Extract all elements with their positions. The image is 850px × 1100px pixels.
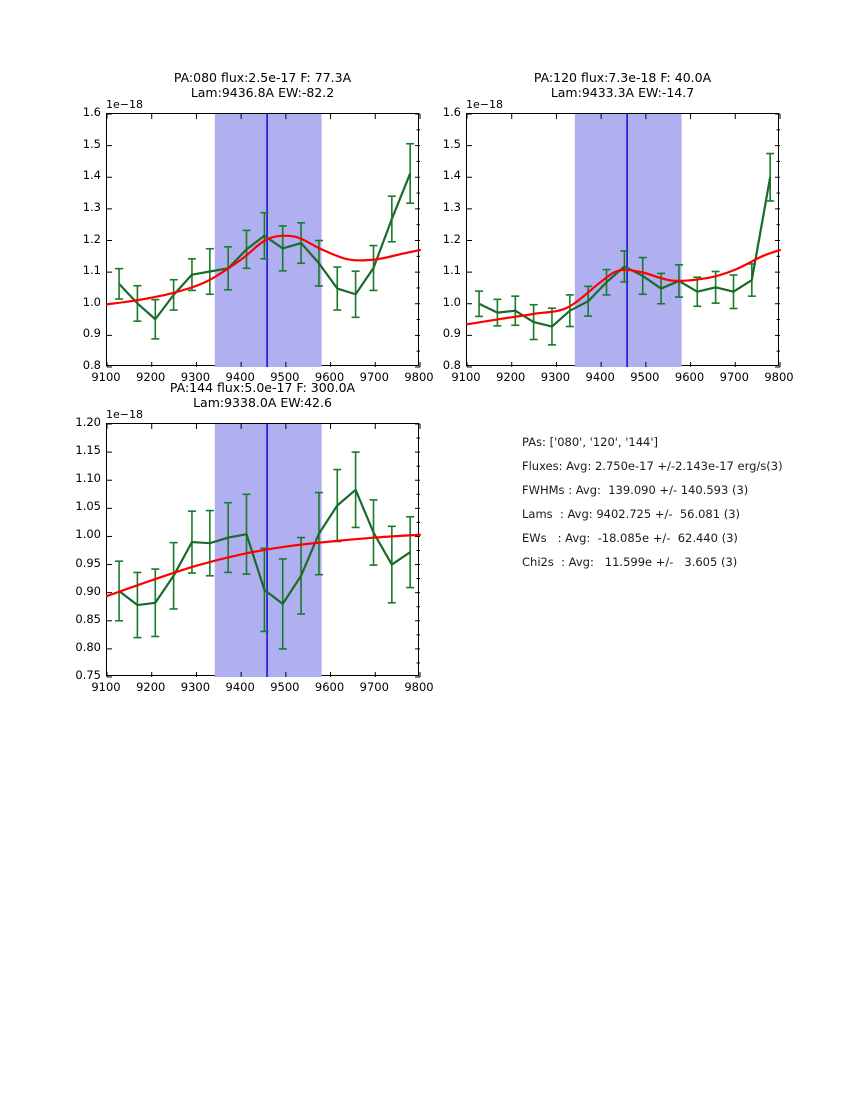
stats-line-lams: Lams : Avg: 9402.725 +/- 56.081 (3) [522, 507, 741, 521]
xtick-label: 9400 [585, 370, 615, 384]
ytick-label: 0.8 [442, 358, 461, 372]
ytick-label: 0.90 [75, 583, 101, 598]
ytick-label: 1.5 [442, 136, 461, 151]
xtick-label: 9200 [136, 370, 166, 384]
xtick-label: 9500 [270, 680, 300, 694]
ytick-label: 1.5 [82, 136, 101, 151]
model-fit-080 [105, 234, 422, 306]
panel-pa080-title-line1: PA:080 flux:2.5e-17 F: 77.3A [173, 70, 352, 85]
xtick-label: 9500 [270, 370, 300, 384]
ytick-label: 1.2 [442, 231, 461, 246]
xtick-label: 9600 [674, 370, 705, 384]
panel-pa080: PA:080 flux:2.5e-17 F: 77.3A Lam:9436.8A… [0, 0, 440, 400]
stats-line-chi2s: Chi2s : Avg: 11.599e +/- 3.605 (3) [522, 555, 738, 569]
panel-pa144-title-line2: Lam:9338.0A EW:42.6 [193, 395, 332, 410]
ytick-label: 0.9 [442, 326, 461, 341]
ytick-label: 1.4 [442, 168, 461, 183]
xtick-label: 9300 [180, 680, 211, 694]
ytick-label: 1.20 [75, 415, 101, 429]
model-fit-144 [105, 533, 422, 598]
ytick-label: 1.0 [82, 294, 101, 309]
xtick-label: 9100 [91, 680, 121, 694]
ytick-label: 0.85 [75, 611, 101, 626]
xtick-label: 9600 [314, 680, 345, 694]
panel-pa144-plot [105, 423, 422, 678]
panel-pa080-title-line2: Lam:9436.8A EW:-82.2 [190, 85, 335, 100]
xtick-label: 9600 [314, 370, 345, 384]
ytick-label: 1.6 [442, 105, 461, 119]
ytick-label: 0.95 [75, 555, 101, 570]
ytick-label: 0.75 [75, 668, 101, 682]
xtick-label: 9700 [719, 370, 749, 384]
summary-stats-block: PAs: ['080', '120', '144'] Fluxes: Avg: … [522, 430, 832, 574]
xtick-label: 9700 [359, 370, 389, 384]
ytick-label: 1.2 [82, 231, 101, 246]
xtick-label: 9800 [404, 370, 434, 384]
data-spectrum-144 [118, 488, 411, 607]
xtick-label: 9800 [764, 370, 794, 384]
ytick-label: 0.80 [75, 639, 101, 654]
data-spectrum-120 [478, 177, 772, 328]
ytick-label: 1.00 [75, 527, 101, 542]
ytick-label: 1.6 [82, 105, 101, 119]
ytick-label: 1.1 [82, 263, 101, 278]
xtick-label: 9400 [225, 680, 255, 694]
data-spectrum-080 [118, 173, 412, 321]
ytick-label: 0.9 [82, 326, 101, 341]
ytick-label: 1.0 [442, 294, 461, 309]
ytick-label: 1.1 [442, 263, 461, 278]
panel-pa080-exponent: 1e−18 [106, 98, 143, 111]
panel-pa120-exponent: 1e−18 [466, 98, 503, 111]
panel-pa120-plot [465, 113, 782, 368]
model-fit-120 [465, 248, 782, 326]
xtick-label: 9500 [630, 370, 660, 384]
ytick-label: 1.05 [75, 499, 101, 514]
ytick-label: 1.15 [75, 443, 101, 458]
stats-line-ews: EWs : Avg: -18.085e +/- 62.440 (3) [522, 531, 738, 545]
xtick-label: 9100 [451, 370, 481, 384]
ytick-label: 0.8 [82, 358, 101, 372]
shaded-line-band-120 [574, 114, 682, 367]
xtick-label: 9200 [496, 370, 526, 384]
panel-pa144: PA:144 flux:5.0e-17 F: 300.0A Lam:9338.0… [0, 0, 440, 720]
panel-pa144-title-line1: PA:144 flux:5.0e-17 F: 300.0A [169, 380, 356, 395]
xtick-label: 9400 [225, 370, 255, 384]
xtick-label: 9300 [540, 370, 571, 384]
shaded-line-band-144 [214, 424, 322, 677]
panel-pa080-plot [105, 113, 422, 368]
ytick-label: 1.10 [75, 471, 101, 486]
xtick-label: 9100 [91, 370, 121, 384]
stats-line-fwhms: FWHMs : Avg: 139.090 +/- 140.593 (3) [522, 483, 749, 497]
panel-pa120-title-line2: Lam:9433.3A EW:-14.7 [550, 85, 695, 100]
panel-pa120: PA:120 flux:7.3e-18 F: 40.0A Lam:9433.3A… [0, 0, 850, 400]
stats-line-fluxes: Fluxes: Avg: 2.750e-17 +/-2.143e-17 erg/… [522, 459, 783, 473]
xtick-label: 9800 [404, 680, 434, 694]
panel-pa144-exponent: 1e−18 [106, 408, 143, 421]
xtick-label: 9300 [180, 370, 211, 384]
xtick-label: 9700 [359, 680, 389, 694]
xtick-label: 9200 [136, 680, 166, 694]
ytick-label: 1.3 [442, 199, 461, 214]
stats-line-pas: PAs: ['080', '120', '144'] [522, 435, 659, 449]
ytick-label: 1.4 [82, 168, 101, 183]
ytick-label: 1.3 [82, 199, 101, 214]
panel-pa120-title-line1: PA:120 flux:7.3e-18 F: 40.0A [533, 70, 712, 85]
